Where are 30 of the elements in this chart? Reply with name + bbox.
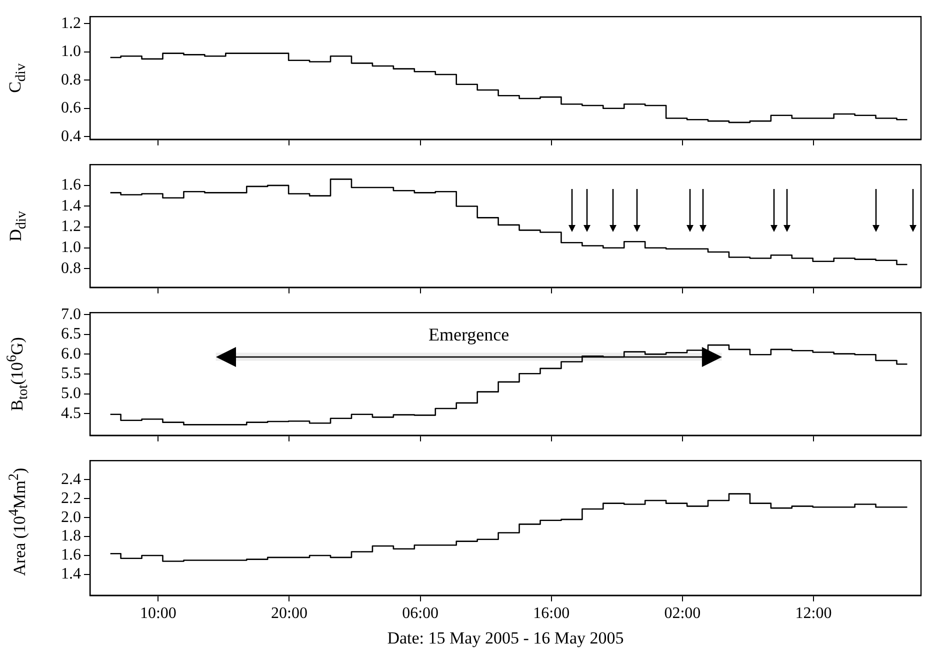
y-tick-label: 1.8 — [61, 528, 81, 545]
y-tick-label: 2.4 — [61, 470, 81, 488]
y-tick-label: 1.0 — [61, 239, 81, 256]
x-tick-label: 06:00 — [402, 605, 439, 622]
y-tick-label: 1.4 — [61, 197, 81, 214]
y-tick-label: 0.8 — [61, 71, 81, 88]
y-tick-label: 4.5 — [61, 404, 81, 422]
y-tick-label: 0.6 — [61, 100, 81, 117]
band-label: Emergence — [428, 324, 510, 345]
y-tick-label: 0.4 — [61, 128, 81, 145]
y-tick-label: 1.6 — [61, 176, 81, 194]
x-tick-label: 12:00 — [795, 605, 832, 622]
y-tick-label: 6.0 — [61, 345, 81, 362]
y-tick-label: 2.0 — [61, 508, 81, 526]
x-tick-label: 20:00 — [271, 605, 308, 622]
y-tick-label: 5.0 — [61, 385, 81, 402]
y-tick-label: 1.2 — [61, 218, 81, 236]
y-tick-label: 6.5 — [61, 326, 81, 343]
y-tick-label: 0.8 — [61, 260, 81, 277]
y-tick-label: 5.5 — [61, 365, 81, 382]
x-axis-title: Date: 15 May 2005 - 16 May 2005 — [387, 628, 624, 648]
y-tick-label: 7.0 — [61, 306, 81, 323]
y-tick-label: 2.2 — [61, 490, 81, 507]
y-tick-label: 1.4 — [61, 566, 81, 583]
y-tick-label: 1.2 — [61, 14, 81, 32]
x-tick-label: 10:00 — [140, 605, 176, 622]
y-tick-label: 1.6 — [61, 546, 81, 564]
x-tick-label: 16:00 — [533, 605, 570, 622]
x-tick-label: 02:00 — [664, 605, 701, 622]
y-tick-label: 1.0 — [61, 43, 81, 60]
